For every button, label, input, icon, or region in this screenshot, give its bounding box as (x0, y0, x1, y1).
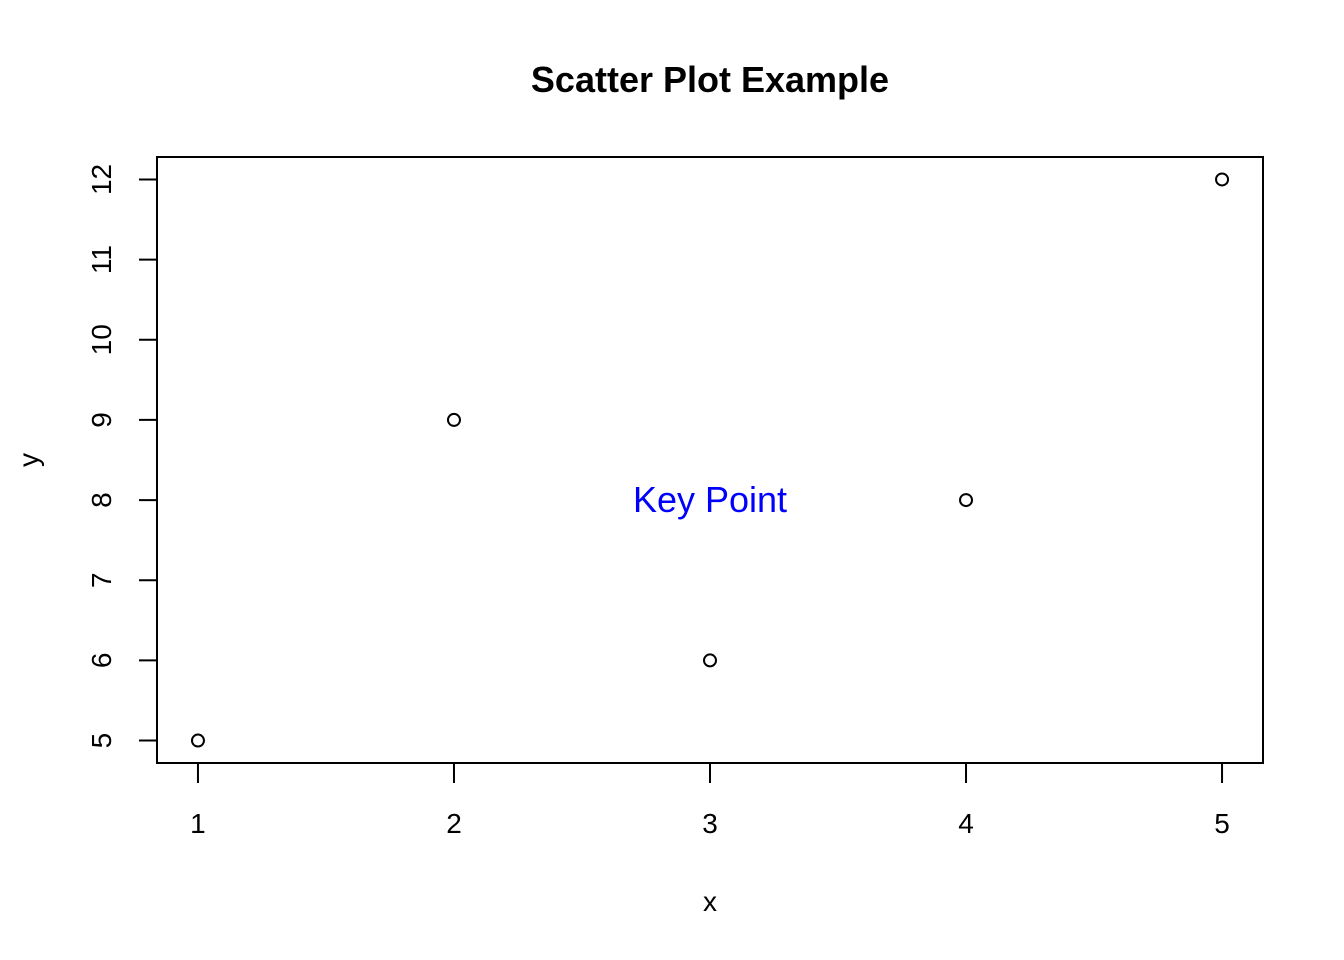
y-axis: 5 6 7 8 9 10 11 12 (86, 164, 157, 748)
y-tick-label: 11 (86, 245, 117, 274)
plot-frame (156, 156, 1264, 764)
y-tick-label: 5 (86, 733, 117, 749)
y-tick-label: 12 (86, 164, 117, 195)
data-points (190, 172, 1230, 748)
y-tick-label: 6 (86, 653, 117, 669)
y-tick-label: 7 (86, 572, 117, 588)
data-point (703, 653, 717, 668)
y-tick-label: 10 (86, 324, 117, 355)
annotations: Key Point (633, 479, 787, 520)
x-axis-label: x (703, 886, 717, 917)
x-tick-label: 1 (190, 808, 206, 839)
chart-title: Scatter Plot Example (531, 59, 889, 100)
x-tick-label: 3 (702, 808, 718, 839)
data-point (959, 493, 974, 508)
y-axis-label: y (13, 453, 44, 467)
data-point (1215, 172, 1230, 187)
x-axis: 1 2 3 4 5 (190, 763, 1230, 839)
y-tick-label: 8 (86, 492, 117, 508)
annotation-label: Key Point (633, 479, 787, 520)
data-point (446, 412, 461, 427)
y-tick-label: 9 (86, 412, 117, 428)
x-tick-label: 5 (1214, 808, 1230, 839)
x-tick-label: 4 (958, 808, 974, 839)
data-point (190, 733, 205, 748)
x-tick-label: 2 (446, 808, 462, 839)
